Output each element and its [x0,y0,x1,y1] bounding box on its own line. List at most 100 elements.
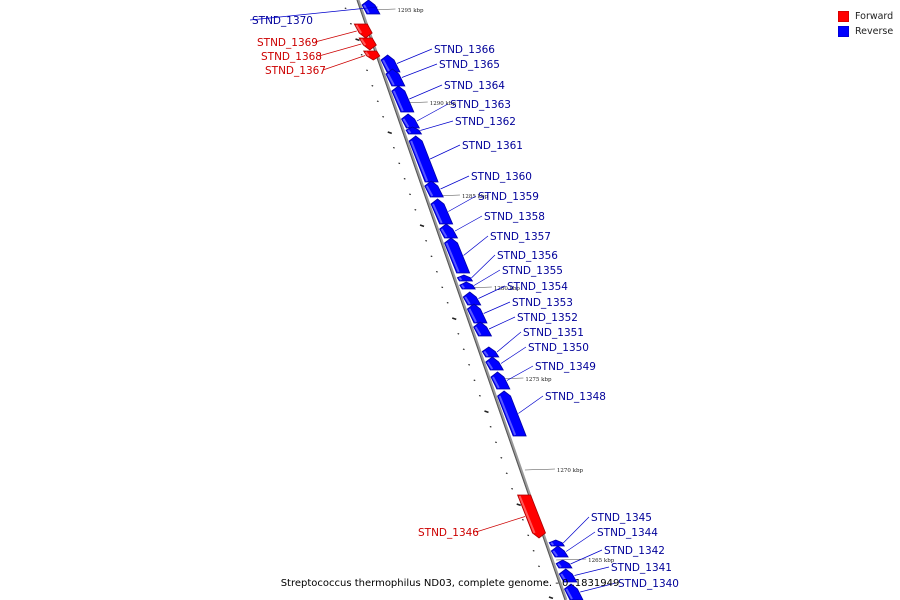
scale-tick [505,472,508,475]
gene-shine [483,350,489,357]
scale-tick [414,208,417,211]
scale-tick [489,425,492,428]
genome-caption: Streptococcus thermophilus ND03, complet… [280,578,620,589]
scale-tick [543,580,546,583]
gene-shine [360,38,367,46]
gene-leader [506,365,534,381]
scale-label-1285-kbp: 1285 kbp [462,194,489,200]
gene-label-stnd-1360: STND_1360 [471,171,532,183]
gene-stnd-1344: STND_1344 [550,527,658,558]
gene-label-stnd-1353: STND_1353 [512,297,573,309]
gene-leader [318,43,362,57]
gene-label-stnd-1355: STND_1355 [502,265,563,277]
gene-shine [425,185,434,197]
gene-stnd-1357: STND_1357 [444,231,551,274]
gene-block [555,559,573,569]
gene-leader [401,63,438,78]
scale-tick [473,379,476,382]
gene-label-stnd-1346: STND_1346 [418,527,479,539]
scale-tick [392,146,395,149]
gene-stnd-1353: STND_1353 [466,297,573,324]
gene-shine [560,573,567,582]
gene-label-stnd-1340: STND_1340 [618,578,679,590]
scale-tick [360,53,363,56]
gene-label-stnd-1364: STND_1364 [444,80,505,92]
gene-shine [557,562,562,568]
gene-label-stnd-1349: STND_1349 [535,361,596,373]
gene-block [391,85,415,113]
gene-stnd-1348: STND_1348 [497,390,606,437]
gene-stnd-1341: STND_1341 [558,562,672,583]
gene-shine [392,90,404,112]
gene-shine [492,376,500,389]
scale-tick [516,503,521,507]
scale-tick [532,549,535,552]
gene-leader [496,331,522,353]
gene-leader [518,395,544,414]
gene-shine [474,326,482,336]
gene-label-stnd-1356: STND_1356 [497,250,558,262]
scale-tick [484,410,489,414]
gene-shine [440,228,448,238]
legend-item-forward: Forward [838,9,893,24]
gene-stnd-1367: STND_1367 [265,50,381,77]
scale-label-1295-kbp: 1295 kbp [397,8,424,14]
gene-stnd-1362: STND_1362 [405,116,516,135]
scale-tick [511,487,514,490]
scale-label-1280-kbp: 1280 kbp [494,286,521,292]
gene-stnd-1368: STND_1368 [261,37,377,63]
scale-tick [344,7,347,10]
gene-label-stnd-1362: STND_1362 [455,116,516,128]
scale-tick [521,518,524,521]
gene-stnd-1369: STND_1369 [257,23,373,49]
gene-shine [486,361,494,370]
scale-tick [500,456,503,459]
legend: Forward Reverse [838,9,893,39]
scale-label-1275-kbp: 1275 kbp [525,377,552,383]
gene-shine [468,308,477,323]
gene-leader [483,301,511,314]
gene-shine [355,24,363,34]
scale-tick [441,286,444,289]
gene-leader [473,269,501,286]
gene-stnd-1346: STND_1346 [418,494,546,539]
gene-block [424,180,444,198]
gene-leader [409,84,443,100]
legend-label-forward: Forward [855,11,894,22]
gene-leader [478,285,506,299]
gene-label-stnd-1365: STND_1365 [439,59,500,71]
gene-block [473,321,493,337]
scale-tick [478,394,481,397]
gene-leader [429,144,461,160]
gene-stnd-1360: STND_1360 [424,171,532,198]
gene-block [550,545,569,558]
gene-leader [463,235,489,256]
gene-shine [382,59,390,72]
gene-stnd-1345: STND_1345 [548,512,652,547]
gene-block [563,583,584,600]
scale-label-1290-kbp: 1290 kbp [430,101,457,107]
gene-block [456,274,474,282]
scale-label-1270-kbp: 1270 kbp [557,468,584,474]
gene-stnd-1370: STND_1370 [249,0,381,27]
gene-leader [570,549,603,565]
gene-stnd-1349: STND_1349 [490,361,596,390]
gene-shine [402,118,410,128]
gene-stnd-1350: STND_1350 [485,342,589,371]
gene-label-stnd-1352: STND_1352 [517,312,578,324]
scale-tick [382,115,385,118]
scale-tick [495,441,497,444]
gene-shine [498,395,517,436]
scale-tick [409,193,411,196]
gene-label-stnd-1354: STND_1354 [507,281,568,293]
gene-shine [410,140,429,182]
gene-shine [458,277,463,281]
scale-tick [430,255,433,258]
gene-leader [416,103,449,122]
gene-stnd-1354: STND_1354 [462,281,568,306]
gene-block [497,390,527,437]
scale-tick [376,100,379,103]
gene-leader [565,531,596,552]
scale-tick [462,348,465,351]
gene-leader [322,55,366,71]
